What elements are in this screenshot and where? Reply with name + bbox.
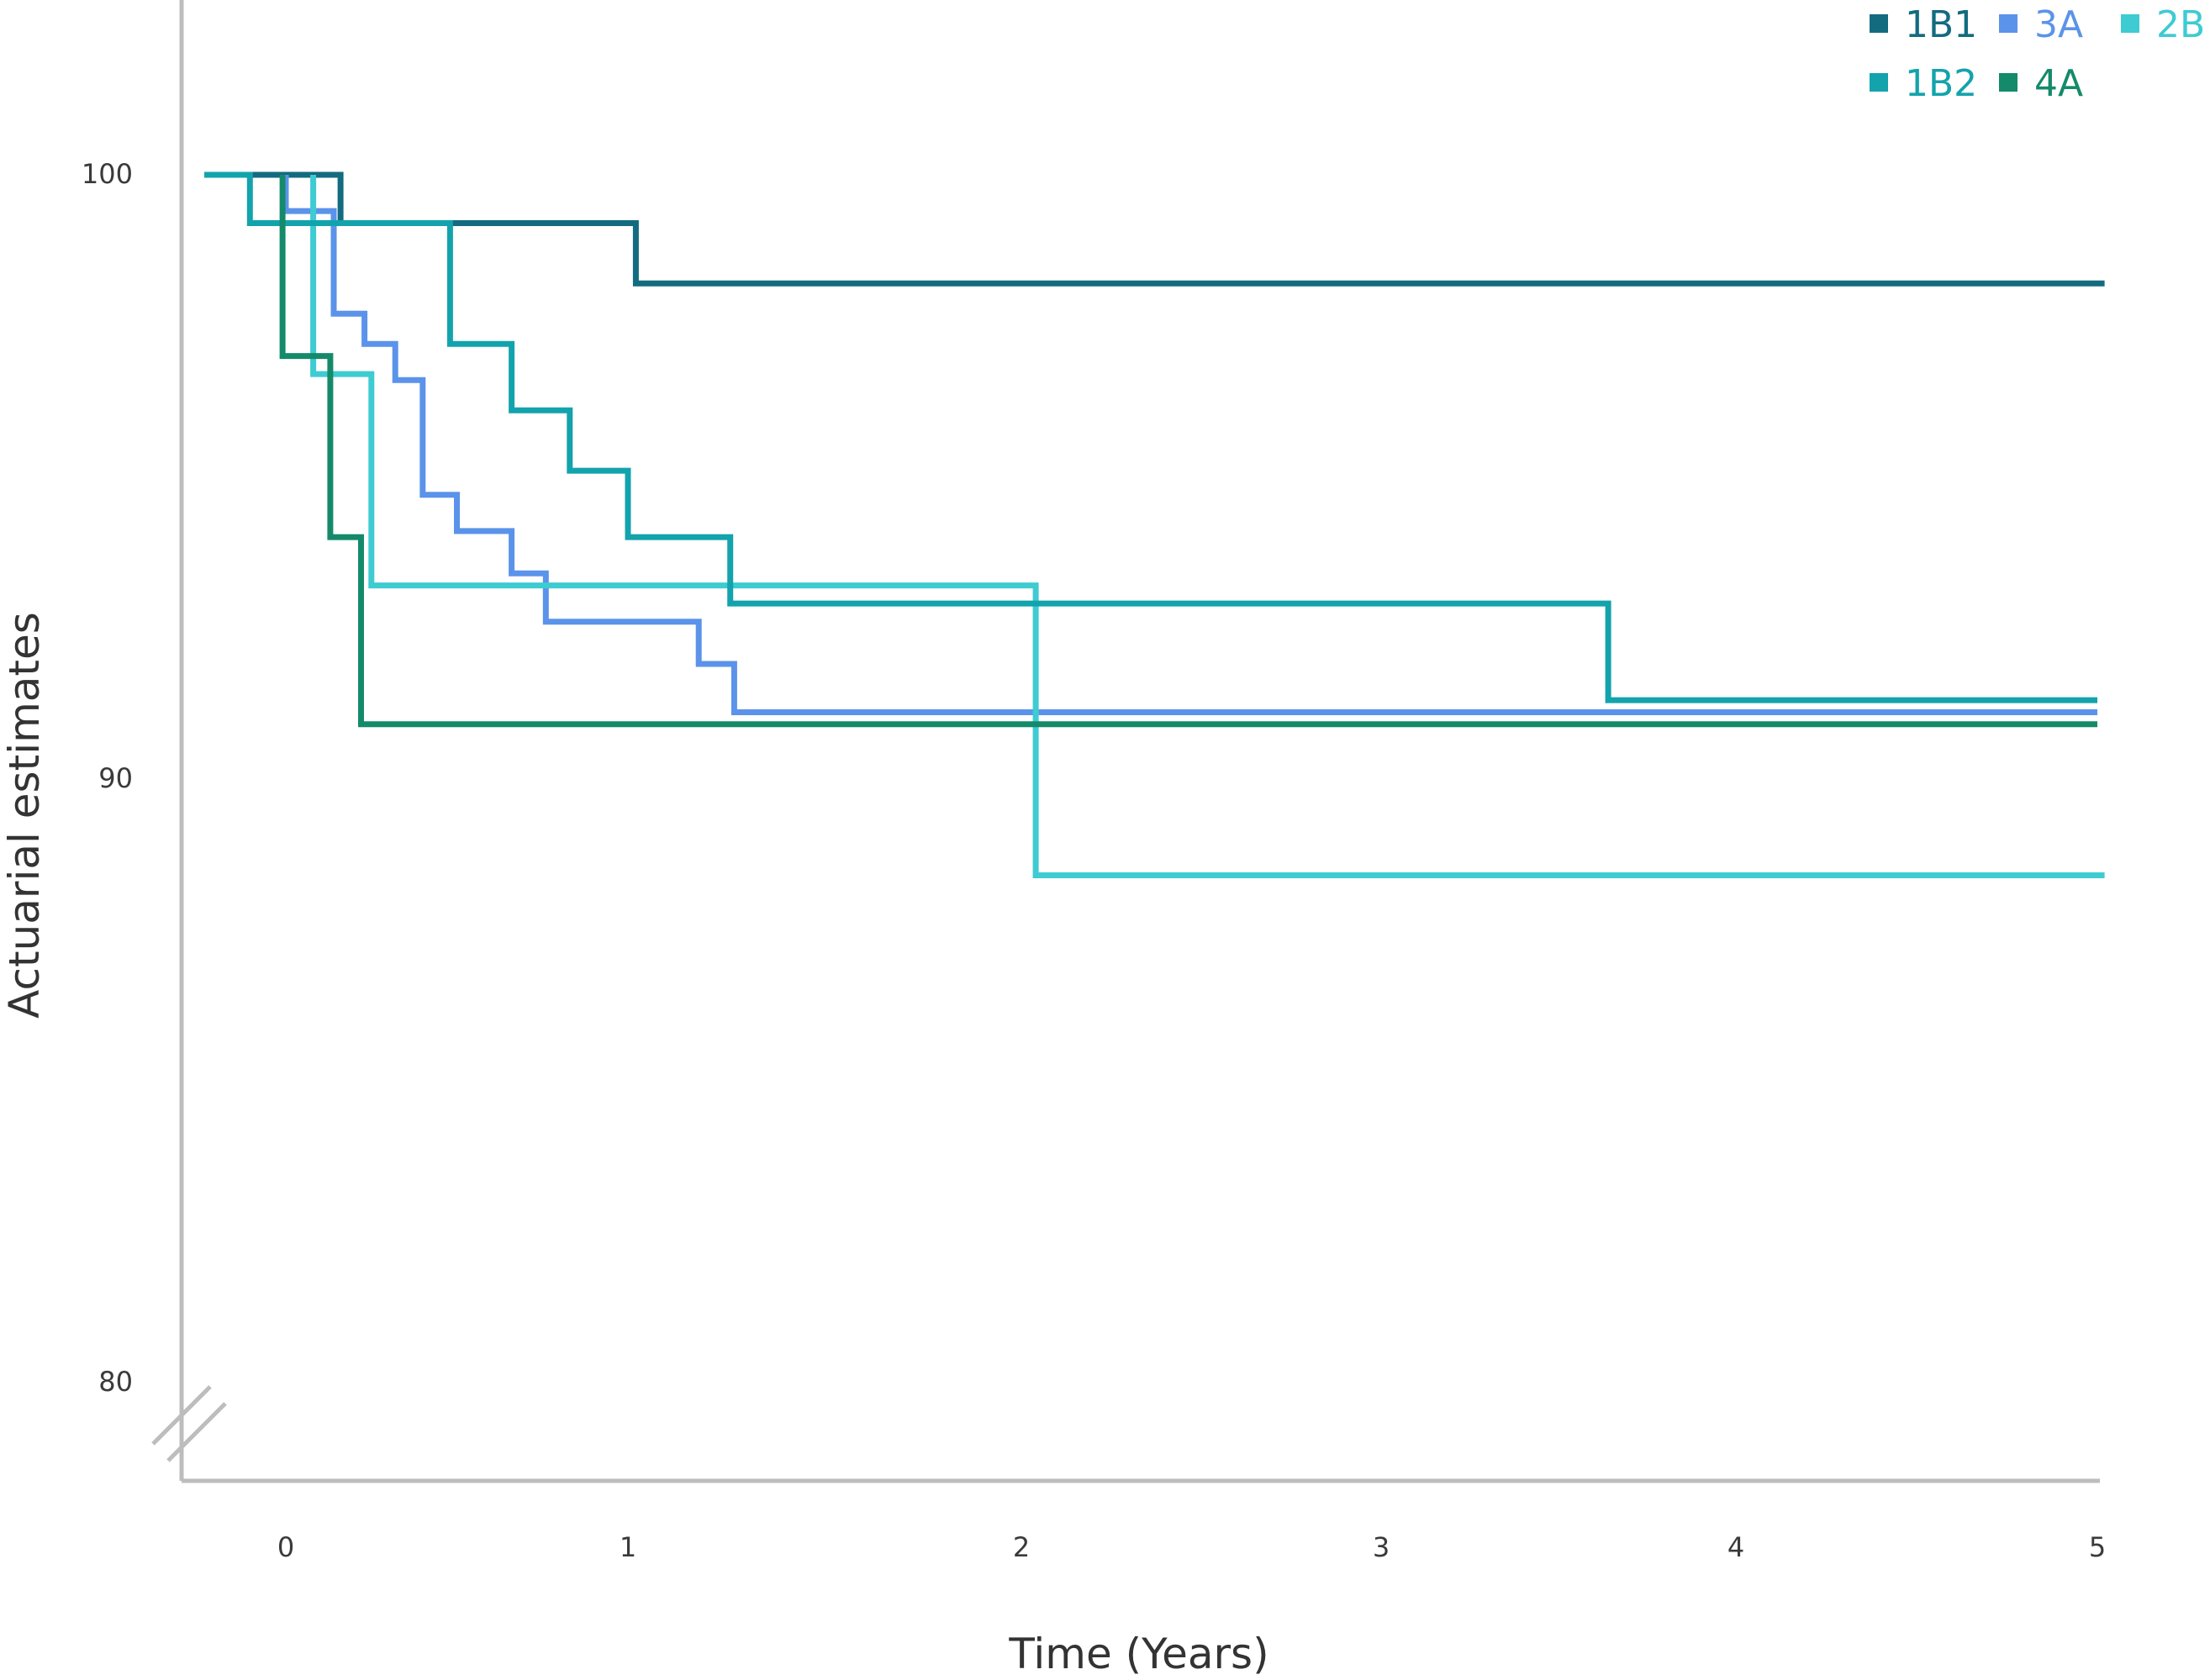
y-axis-title: Actuarial estimates — [0, 612, 49, 1019]
y-tick-label: 100 — [82, 158, 133, 190]
axes — [151, 0, 2100, 1483]
series-line-1b1 — [204, 171, 2105, 287]
series-line-2b — [310, 175, 2105, 878]
x-axis-title: Time (Years) — [1008, 1630, 1269, 1678]
x-tick-label: 4 — [1727, 1531, 1744, 1563]
legend-swatch — [1999, 73, 2017, 92]
y-tick-label: 90 — [98, 762, 133, 794]
legend-item-3a: 3A — [1999, 3, 2083, 46]
x-tick-labels: 0 1 2 3 4 5 — [277, 1531, 2106, 1563]
x-tick-label: 1 — [620, 1531, 636, 1563]
legend-item-4a: 4A — [1999, 62, 2083, 105]
legend-swatch — [1870, 73, 1888, 92]
legend-item-1b2: 1B2 — [1870, 62, 1977, 105]
x-tick-label: 5 — [2089, 1531, 2106, 1563]
legend-label: 1B1 — [1905, 3, 1977, 46]
legend-label: 4A — [2034, 62, 2083, 105]
series-layer — [204, 171, 2105, 878]
legend-label: 1B2 — [1905, 62, 1977, 105]
x-tick-label: 3 — [1373, 1531, 1390, 1563]
x-tick-label: 2 — [1013, 1531, 1030, 1563]
legend: 1B1 3A 2B 1B2 4A — [1870, 3, 2205, 105]
axis-break-icon — [151, 1385, 227, 1462]
series-line-4a — [279, 175, 2097, 728]
x-tick-label: 0 — [277, 1531, 294, 1563]
legend-item-2b: 2B — [2121, 3, 2205, 46]
y-tick-labels: 100 90 80 — [82, 158, 133, 1398]
series-line-3a — [282, 175, 2097, 715]
legend-label: 3A — [2034, 3, 2083, 46]
legend-item-1b1: 1B1 — [1870, 3, 1977, 46]
y-tick-label: 80 — [98, 1366, 133, 1398]
legend-label: 2B — [2156, 3, 2205, 46]
legend-swatch — [2121, 14, 2139, 33]
legend-swatch — [1870, 14, 1888, 33]
legend-swatch — [1999, 14, 2017, 33]
series-line-1b2 — [204, 171, 2097, 703]
